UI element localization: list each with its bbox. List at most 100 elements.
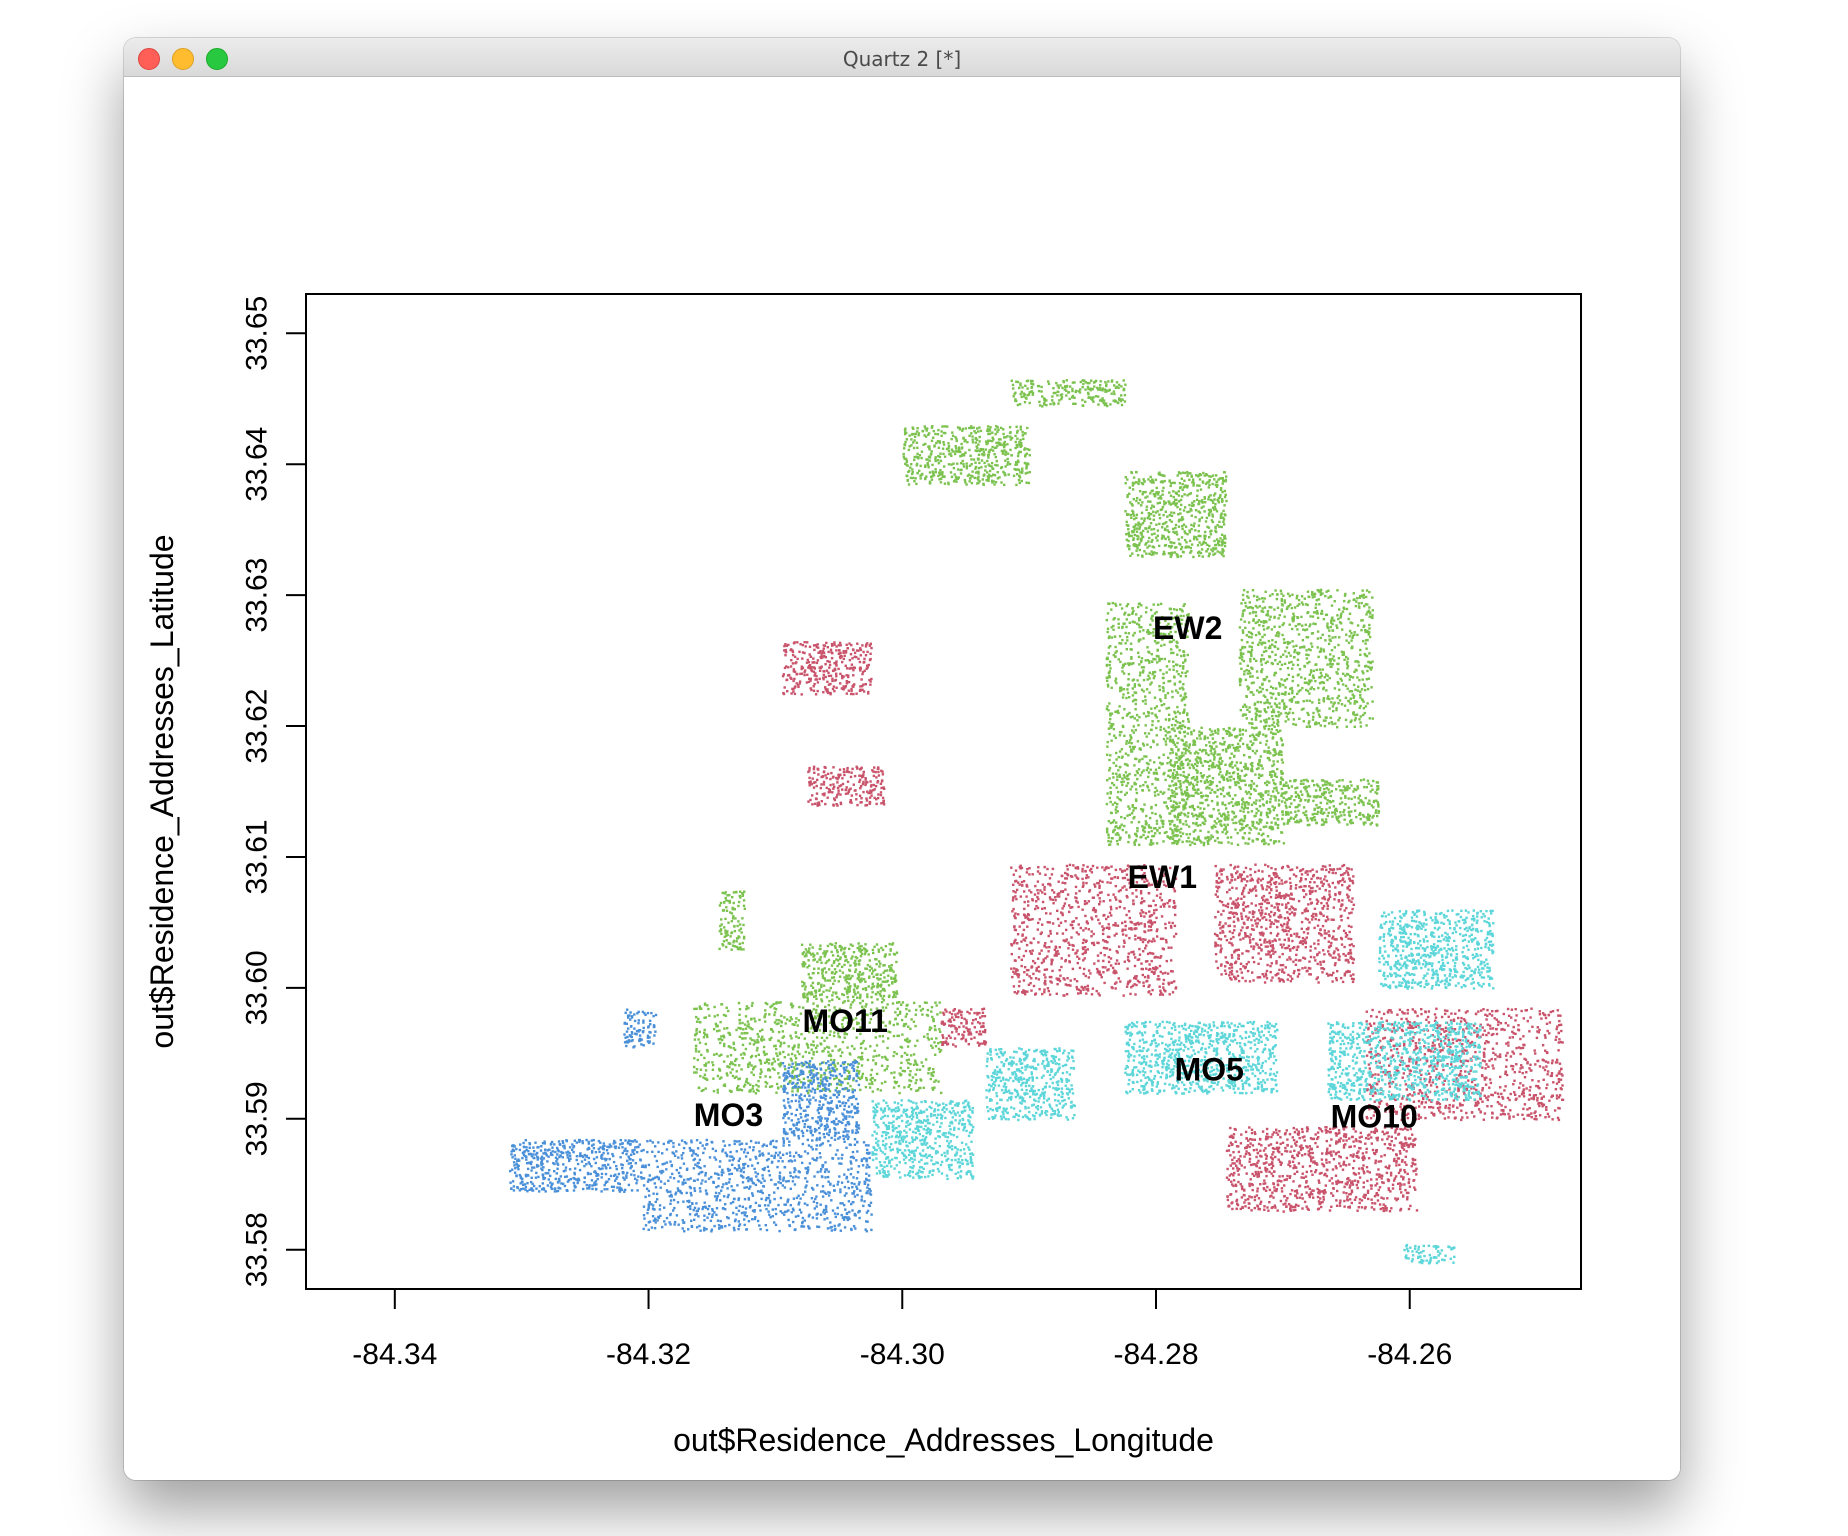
data-point (1265, 813, 1269, 817)
data-point (863, 952, 867, 956)
data-point (1252, 610, 1255, 614)
data-point (807, 973, 810, 976)
title-bar[interactable]: Quartz 2 [*] (124, 38, 1680, 77)
data-point (1372, 799, 1376, 803)
data-point (1086, 381, 1089, 385)
data-point (1215, 474, 1218, 477)
data-point (1358, 606, 1361, 609)
data-point (1224, 480, 1227, 483)
data-point (1118, 836, 1122, 839)
data-point (1327, 642, 1331, 646)
data-point (1205, 798, 1209, 801)
zoom-button[interactable] (206, 48, 228, 70)
data-point (1175, 502, 1179, 505)
data-point (1209, 759, 1212, 762)
data-point (1270, 606, 1273, 609)
data-point (836, 959, 840, 962)
data-point (1322, 681, 1325, 685)
data-point (1266, 614, 1270, 617)
data-point (1143, 755, 1146, 758)
data-point (1181, 840, 1184, 844)
data-point (816, 952, 819, 955)
data-point (1174, 715, 1178, 719)
data-point (856, 977, 859, 980)
data-point (1274, 697, 1278, 700)
data-point (1170, 612, 1173, 615)
data-point (1212, 753, 1215, 757)
data-point (1209, 475, 1213, 478)
data-point (870, 987, 873, 990)
data-point (1148, 677, 1151, 680)
data-point (1211, 835, 1214, 839)
data-point (1212, 807, 1215, 811)
data-point (1110, 723, 1113, 726)
data-point (1112, 399, 1115, 402)
data-point (1207, 830, 1210, 834)
data-point (1168, 679, 1172, 683)
data-point (1249, 783, 1253, 787)
data-point (1358, 706, 1361, 710)
data-point (839, 944, 842, 948)
data-point (1118, 838, 1121, 841)
data-point (1129, 662, 1132, 665)
data-point (1262, 621, 1266, 624)
data-point (1346, 660, 1349, 663)
data-point (1126, 814, 1129, 817)
data-point (1319, 671, 1323, 675)
data-point (1255, 807, 1258, 811)
data-point (893, 979, 897, 982)
minimize-button[interactable] (172, 48, 194, 70)
data-point (962, 465, 966, 468)
data-point (1287, 673, 1290, 677)
data-point (961, 459, 964, 463)
data-point (1120, 642, 1123, 645)
data-point (881, 997, 884, 1000)
data-point (1260, 792, 1263, 795)
data-point (1134, 702, 1137, 706)
data-point (814, 991, 818, 994)
data-point (1252, 594, 1256, 598)
data-point (1332, 619, 1336, 622)
data-point (1107, 636, 1111, 640)
data-point (1287, 651, 1291, 655)
data-point (1072, 402, 1075, 405)
data-point (1150, 528, 1153, 531)
data-point (819, 947, 822, 951)
data-point (1192, 743, 1195, 746)
data-point (840, 965, 844, 969)
data-point (1318, 668, 1322, 671)
data-point (1181, 686, 1184, 689)
data-point (1134, 838, 1138, 842)
data-point (1349, 702, 1352, 705)
data-point (1221, 490, 1224, 494)
data-point (1327, 811, 1330, 815)
data-point (1237, 768, 1240, 771)
data-point (1137, 820, 1141, 824)
data-point (878, 965, 881, 968)
data-point (1305, 778, 1308, 782)
data-point (1172, 616, 1175, 620)
data-point (1200, 500, 1203, 503)
data-point (1006, 457, 1009, 461)
data-point (1109, 717, 1112, 721)
data-point (1241, 733, 1244, 736)
data-point (825, 989, 828, 992)
data-point (1359, 779, 1363, 782)
data-point (1222, 813, 1225, 816)
data-point (1209, 498, 1213, 502)
data-point (1179, 608, 1182, 611)
data-point (1258, 805, 1262, 808)
data-point (857, 975, 860, 979)
data-point (1319, 676, 1322, 679)
data-point (801, 984, 804, 988)
data-point (1136, 719, 1139, 722)
data-point (1008, 462, 1012, 466)
data-point (1258, 819, 1262, 822)
data-point (872, 951, 875, 955)
close-button[interactable] (138, 48, 160, 70)
data-point (748, 1026, 751, 1029)
data-point (1018, 403, 1022, 406)
data-point (1296, 651, 1299, 654)
data-point (1122, 672, 1126, 675)
data-point (1179, 512, 1182, 515)
